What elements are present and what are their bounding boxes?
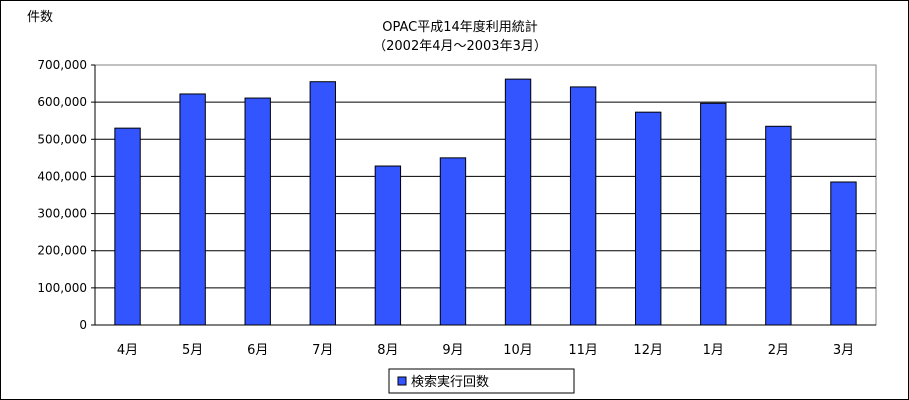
x-tick-label: 3月 xyxy=(833,343,854,358)
legend-swatch xyxy=(397,376,407,386)
x-tick-label: 5月 xyxy=(182,343,203,358)
x-tick-label: 7月 xyxy=(312,343,333,358)
bars xyxy=(114,78,857,326)
bar xyxy=(504,78,532,326)
plot-area xyxy=(94,64,877,326)
y-tick-label: 0 xyxy=(79,318,87,332)
bar xyxy=(635,111,662,326)
legend: 検索実行回数 xyxy=(388,368,575,394)
bar xyxy=(309,81,336,326)
bar xyxy=(569,86,597,326)
bar xyxy=(244,97,271,326)
y-tick-label: 700,000 xyxy=(37,58,87,72)
bar xyxy=(439,157,467,326)
x-tick-label: 8月 xyxy=(377,343,398,358)
x-tick-label: 10月 xyxy=(503,343,533,358)
chart-title: OPAC平成14年度利用統計 xyxy=(382,19,538,35)
x-tick-label: 1月 xyxy=(703,343,724,358)
x-tick-label: 9月 xyxy=(442,343,463,358)
bar xyxy=(700,102,727,326)
legend-box xyxy=(388,368,575,394)
bar xyxy=(179,93,206,326)
y-tick-label: 300,000 xyxy=(37,207,87,221)
gridlines xyxy=(91,64,876,326)
y-tick-label: 600,000 xyxy=(37,95,87,109)
y-tick-label: 500,000 xyxy=(37,132,87,146)
x-tick-label: 2月 xyxy=(768,343,789,358)
bar xyxy=(114,127,141,326)
y-tick-label: 400,000 xyxy=(37,169,87,183)
bar xyxy=(830,181,857,326)
x-tick-label: 6月 xyxy=(247,343,268,358)
bar xyxy=(765,125,792,326)
y-tick-labels: 0 100,000 200,000 300,000 400,000 500,000 600,… xyxy=(37,58,87,332)
x-tick-label: 11月 xyxy=(568,343,598,358)
y-tick-label: 200,000 xyxy=(37,244,87,258)
x-tick-label: 4月 xyxy=(117,343,138,358)
legend-label: 検索実行回数 xyxy=(411,374,489,390)
x-tick-labels: 4月 5月 6月 7月 8月 9月 10月 11月 12月 1月 2月 3月 xyxy=(117,343,854,358)
y-axis-label: 件数 xyxy=(27,10,53,25)
y-tick-label: 100,000 xyxy=(37,281,87,295)
x-tick-label: 12月 xyxy=(633,343,663,358)
bar xyxy=(374,165,402,326)
chart-subtitle: （2002年4月～2003年3月） xyxy=(373,39,547,54)
